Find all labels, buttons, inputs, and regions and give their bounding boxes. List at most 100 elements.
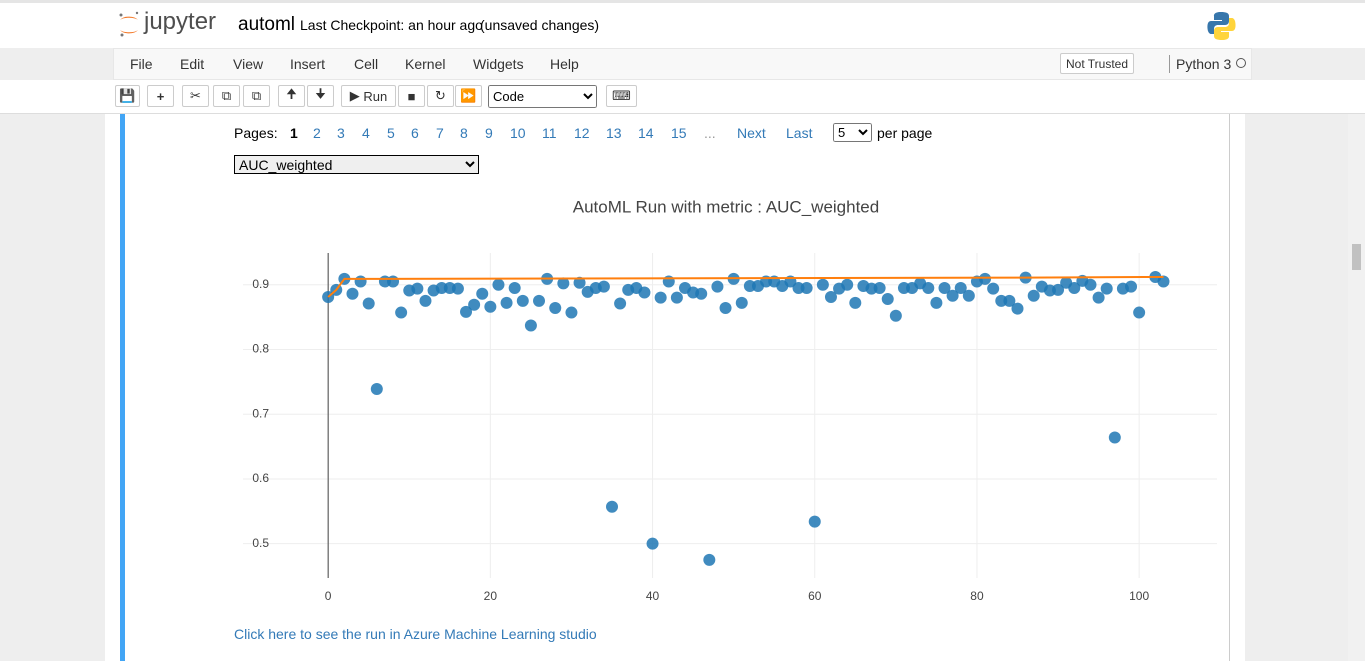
run-point: [516, 294, 529, 307]
x-tick-label: 40: [646, 589, 660, 603]
run-point: [476, 287, 489, 300]
menu-item[interactable]: Widgets: [473, 56, 524, 72]
x-tick-label: 100: [1129, 589, 1149, 603]
page-link[interactable]: 3: [337, 125, 345, 141]
run-point: [800, 281, 813, 294]
page-size-select[interactable]: 5: [833, 123, 872, 142]
scrollbar-thumb[interactable]: [1352, 244, 1361, 270]
run-point: [370, 382, 383, 395]
run-point: [922, 281, 935, 294]
menu-item[interactable]: Edit: [180, 56, 205, 72]
run-point: [492, 278, 505, 291]
run-point: [946, 289, 959, 302]
run-point: [719, 302, 732, 315]
save-status: (unsaved changes): [480, 17, 600, 33]
metric-select[interactable]: AUC_weighted: [234, 155, 479, 174]
cut-button[interactable]: ✂: [182, 85, 209, 107]
page-link[interactable]: 8: [460, 125, 468, 141]
scrollbar[interactable]: [1348, 114, 1365, 661]
trust-indicator[interactable]: Not Trusted: [1060, 53, 1134, 74]
run-point: [1125, 280, 1138, 293]
kernel-status: [1236, 58, 1246, 68]
page-link[interactable]: 11: [542, 125, 557, 141]
run-point: [1052, 283, 1065, 296]
run-point: [395, 306, 408, 319]
run-point: [524, 319, 537, 332]
best-line: [327, 275, 1164, 298]
page-link[interactable]: 12: [574, 125, 590, 141]
page-link[interactable]: 13: [606, 125, 622, 141]
run-point: [346, 287, 359, 300]
run-point: [451, 282, 464, 295]
per-page-label: per page: [877, 125, 933, 141]
insert-button[interactable]: +: [147, 85, 174, 107]
stop-button[interactable]: ■: [398, 85, 425, 107]
cell-type-select[interactable]: Code: [488, 85, 597, 108]
menu-item[interactable]: Help: [550, 56, 579, 72]
checkpoint: Last Checkpoint: an hour ago: [300, 17, 483, 33]
page-link[interactable]: 5: [387, 125, 395, 141]
jupyter-logo[interactable]: jupyter: [144, 8, 217, 35]
y-tick-label: 0.5: [252, 536, 269, 550]
menu-item[interactable]: Kernel: [405, 56, 446, 72]
run-point: [484, 300, 497, 313]
run-icon: ▶: [349, 88, 364, 103]
run-point: [614, 297, 627, 310]
y-tick-label: 0.8: [252, 342, 269, 356]
page-link[interactable]: 7: [436, 125, 444, 141]
page-link[interactable]: 1: [290, 125, 298, 141]
run-point: [354, 275, 367, 288]
run-point: [557, 277, 570, 290]
move-up-button[interactable]: 🠉: [278, 85, 305, 107]
restart-button[interactable]: ↻: [427, 85, 454, 107]
menu-item[interactable]: Insert: [290, 56, 326, 72]
pager-label: Pages:: [234, 125, 278, 141]
copy-button[interactable]: ⧉: [213, 85, 240, 107]
run-point: [954, 281, 967, 294]
page-link[interactable]: 4: [362, 125, 370, 141]
page-link[interactable]: 6: [411, 125, 419, 141]
x-tick-label: 20: [484, 589, 498, 603]
y-tick-label: 0.9: [252, 277, 269, 291]
keyboard-button[interactable]: ⌨: [606, 85, 637, 107]
run-all-button[interactable]: ⏩: [455, 85, 482, 107]
page-link[interactable]: 9: [485, 125, 493, 141]
save-button[interactable]: 💾: [115, 85, 140, 107]
page-link[interactable]: 2: [313, 125, 321, 141]
menu-item[interactable]: Cell: [354, 56, 379, 72]
menu-item[interactable]: File: [130, 56, 153, 72]
move-down-button[interactable]: 🠋: [307, 85, 334, 107]
last-link[interactable]: Last: [786, 125, 813, 141]
run-point: [1027, 289, 1040, 302]
run-point: [987, 282, 1000, 295]
page-link[interactable]: 15: [671, 125, 687, 141]
kernel-name: Python 3: [1176, 56, 1232, 72]
x-tick-label: 80: [970, 589, 984, 603]
run-point: [703, 553, 716, 566]
next-link[interactable]: Next: [737, 125, 766, 141]
paste-button[interactable]: ⧉: [243, 85, 270, 107]
page-link[interactable]: 10: [510, 125, 526, 141]
run-point: [460, 305, 473, 318]
page-ellipsis: ...: [704, 125, 716, 141]
run-point: [938, 281, 951, 294]
studio-link[interactable]: Click here to see the run in Azure Machi…: [234, 626, 597, 642]
run-point: [841, 278, 854, 291]
run-point: [1068, 281, 1081, 294]
page-link[interactable]: 14: [638, 125, 654, 141]
notebook-name[interactable]: automl: [238, 14, 296, 35]
menu-item[interactable]: View: [233, 56, 264, 72]
run-button[interactable]: ▶ Run: [341, 85, 396, 107]
run-label: Run: [363, 88, 388, 104]
run-point: [881, 292, 894, 305]
run-point: [638, 286, 651, 299]
run-point: [889, 309, 902, 322]
run-point: [606, 500, 619, 513]
x-tick-label: 60: [808, 589, 822, 603]
run-point: [1157, 275, 1170, 288]
run-point: [1003, 294, 1016, 307]
run-point: [500, 296, 513, 309]
